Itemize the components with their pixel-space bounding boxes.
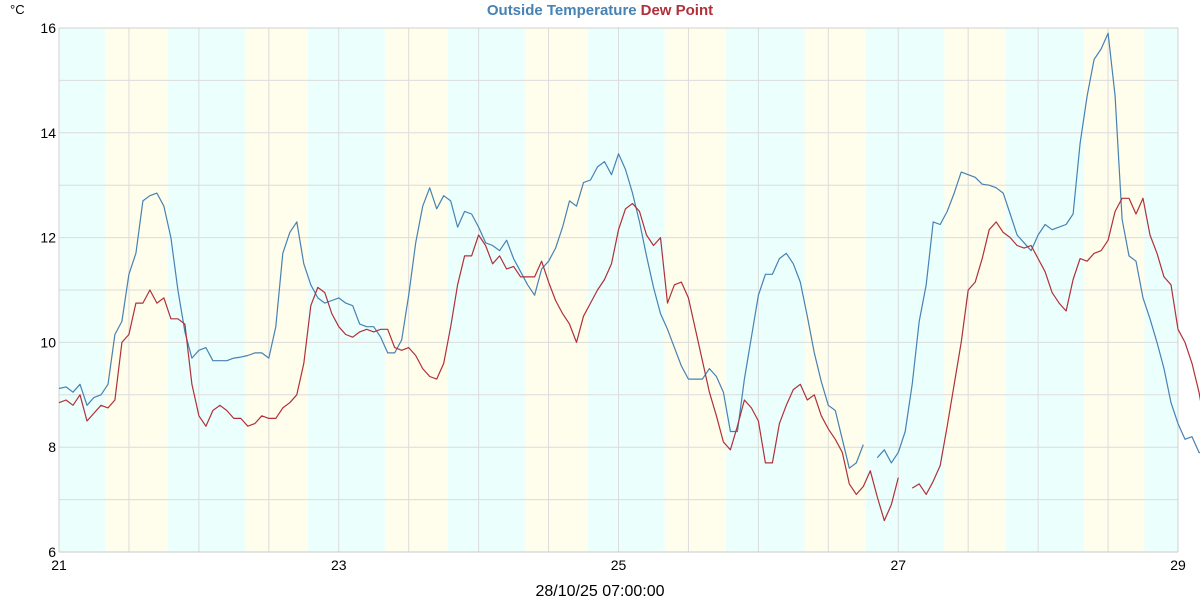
y-axis-unit: °C <box>10 2 25 17</box>
x-tick-label: 27 <box>890 557 906 573</box>
legend-dew-point: Dew Point <box>640 2 714 19</box>
y-tick-label: 8 <box>48 439 56 455</box>
timestamp-footer: 28/10/25 07:00:00 <box>535 583 665 600</box>
x-tick-label: 29 <box>1170 557 1186 573</box>
chart-title: Outside Temperature Dew Point <box>0 2 1200 19</box>
y-tick-label: 6 <box>48 544 56 560</box>
tick-labels: 6 8 10 12 14 16 21 23 25 27 29 <box>40 20 1186 573</box>
series-line-outside-temperature <box>876 32 1200 464</box>
series-line-dew-point <box>911 197 1200 495</box>
y-tick-label: 16 <box>40 20 56 36</box>
x-tick-label: 21 <box>51 557 67 573</box>
series-line-outside-temperature <box>58 153 864 469</box>
y-tick-label: 10 <box>40 334 56 350</box>
x-tick-label: 25 <box>611 557 627 573</box>
series-lines <box>58 32 1200 522</box>
series-line-dew-point <box>58 202 899 522</box>
legend-outside-temperature: Outside Temperature <box>486 2 637 19</box>
x-tick-label: 23 <box>331 557 347 573</box>
y-tick-label: 12 <box>40 230 56 246</box>
y-tick-label: 14 <box>40 125 56 141</box>
grid-lines <box>58 27 1179 553</box>
